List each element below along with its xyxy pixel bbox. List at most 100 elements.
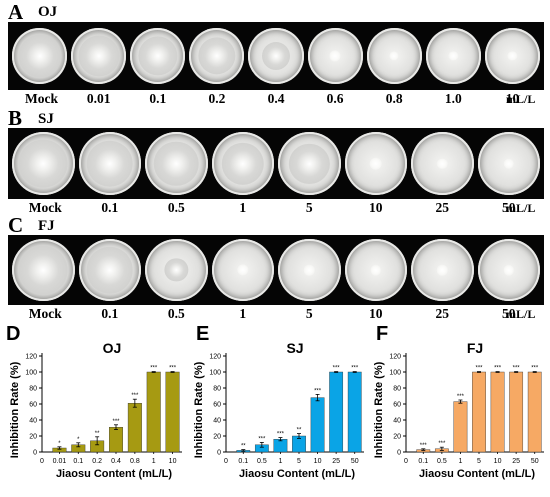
significance-label: ** [297,428,302,434]
y-tick-label: 20 [393,434,401,441]
bar [472,371,486,453]
x-tick-label: 0.5 [257,458,267,465]
concentration-label: 1.0 [444,91,462,106]
fungal-colony [389,51,399,61]
chart-title: FJ [467,340,483,356]
petri-dish [211,238,274,302]
fungal-colony [138,36,178,76]
dish-strip-sj [8,128,544,199]
petri-dish [12,238,75,302]
significance-label: *** [112,419,120,425]
fungal-colony [304,264,315,276]
fungal-colony [18,245,68,295]
petri-dish [130,28,186,84]
petri-dish [189,28,245,84]
bar [527,371,542,453]
significance-label: * [58,441,61,447]
x-tick-label: 5 [297,458,301,465]
x-tick-label: 5 [477,458,481,465]
x-tick-label: 0.8 [130,458,140,465]
significance-label: *** [314,388,322,394]
concentration-label: 0.8 [385,91,403,106]
significance-label: *** [258,436,266,442]
dish-strip-fj [8,235,544,305]
bar [347,371,362,453]
fungal-colony [507,51,518,61]
fungal-colony [289,143,330,184]
significance-label: *** [131,393,139,399]
petri-dish [477,132,540,195]
x-tick-label: 25 [512,458,520,465]
petri-dish [278,132,341,195]
concentration-row-fj: Mock 0.1 0.5 1 5 10 25 50 mL/L [8,306,544,324]
fungal-colony [78,35,120,77]
x-tick-label: 0.1 [418,458,428,465]
concentration-label: 1 [239,200,247,215]
concentration-label: 25 [435,200,450,215]
petri-dish [477,238,540,302]
concentration-label: 1 [239,306,247,321]
bar [453,401,468,453]
significance-label: ** [95,431,100,437]
significance-label: *** [531,366,539,372]
fungal-colony [369,157,383,170]
bar [109,426,123,453]
petri-dish [411,238,474,302]
fungal-colony [437,264,448,276]
x-tick-label: 0.1 [73,458,83,465]
petri-dish [484,28,540,84]
bar [310,397,325,453]
y-tick-label: 60 [29,402,37,409]
inhibition-chart-oj: D OJ 0 20 40 60 80 100 120 Inhibition Rate (%) 0 * 0… [6,323,182,480]
y-tick-label: 100 [209,370,221,377]
significance-label: *** [513,366,521,372]
fungal-colony [86,140,134,187]
fungal-colony [164,258,188,282]
x-tick-label: 1 [278,458,282,465]
x-tick-label: 0 [404,458,408,465]
y-axis-label: Inhibition Rate (%) [373,361,385,458]
y-tick-label: 80 [213,386,221,393]
y-tick-label: 0 [397,450,401,457]
concentration-label: 10 [369,306,383,321]
y-axis-label: Inhibition Rate (%) [193,361,205,458]
significance-label: *** [457,394,465,400]
y-tick-label: 60 [393,402,401,409]
row-title-sj: SJ [38,111,54,127]
y-tick-label: 100 [25,370,37,377]
y-tick-label: 80 [393,386,401,393]
significance-label: *** [169,366,177,372]
significance-label: *** [420,443,428,449]
petri-dish [145,238,208,302]
bar [509,371,524,453]
chart-panel-letter: D [6,323,20,345]
petri-dish [307,28,363,84]
concentration-label: 0.1 [101,200,119,215]
petri-dish [211,132,274,195]
x-tick-label: 10 [494,458,502,465]
concentration-label: Mock [28,306,62,321]
fungal-colony [154,141,199,186]
concentration-label: 25 [435,306,450,321]
y-tick-label: 20 [29,434,37,441]
petri-dish [344,132,407,195]
fungal-colony [448,51,458,61]
row-title-fj: FJ [38,218,55,234]
x-tick-label: 10 [314,458,322,465]
x-axis-label: Jiaosu Content (mL/L) [56,468,172,480]
x-tick-label: 50 [531,458,539,465]
concentration-label: 50 [502,200,516,215]
concentration-row-oj: Mock 0.01 0.1 0.2 0.4 0.6 0.8 1.0 10 mL/L [8,91,544,109]
fungal-colony [261,41,290,70]
concentration-label: 0.01 [86,91,111,106]
panel-letter-b: B [8,106,23,130]
x-tick-label: 0 [224,458,228,465]
significance-label: *** [150,366,158,372]
concentration-unit-label: mL/L [506,92,536,106]
concentration-label: 5 [305,306,313,321]
petri-dish [411,132,474,195]
y-tick-label: 100 [389,370,401,377]
concentration-label: Mock [25,91,59,106]
y-tick-label: 120 [25,354,37,361]
concentration-label: 0.6 [326,91,344,106]
